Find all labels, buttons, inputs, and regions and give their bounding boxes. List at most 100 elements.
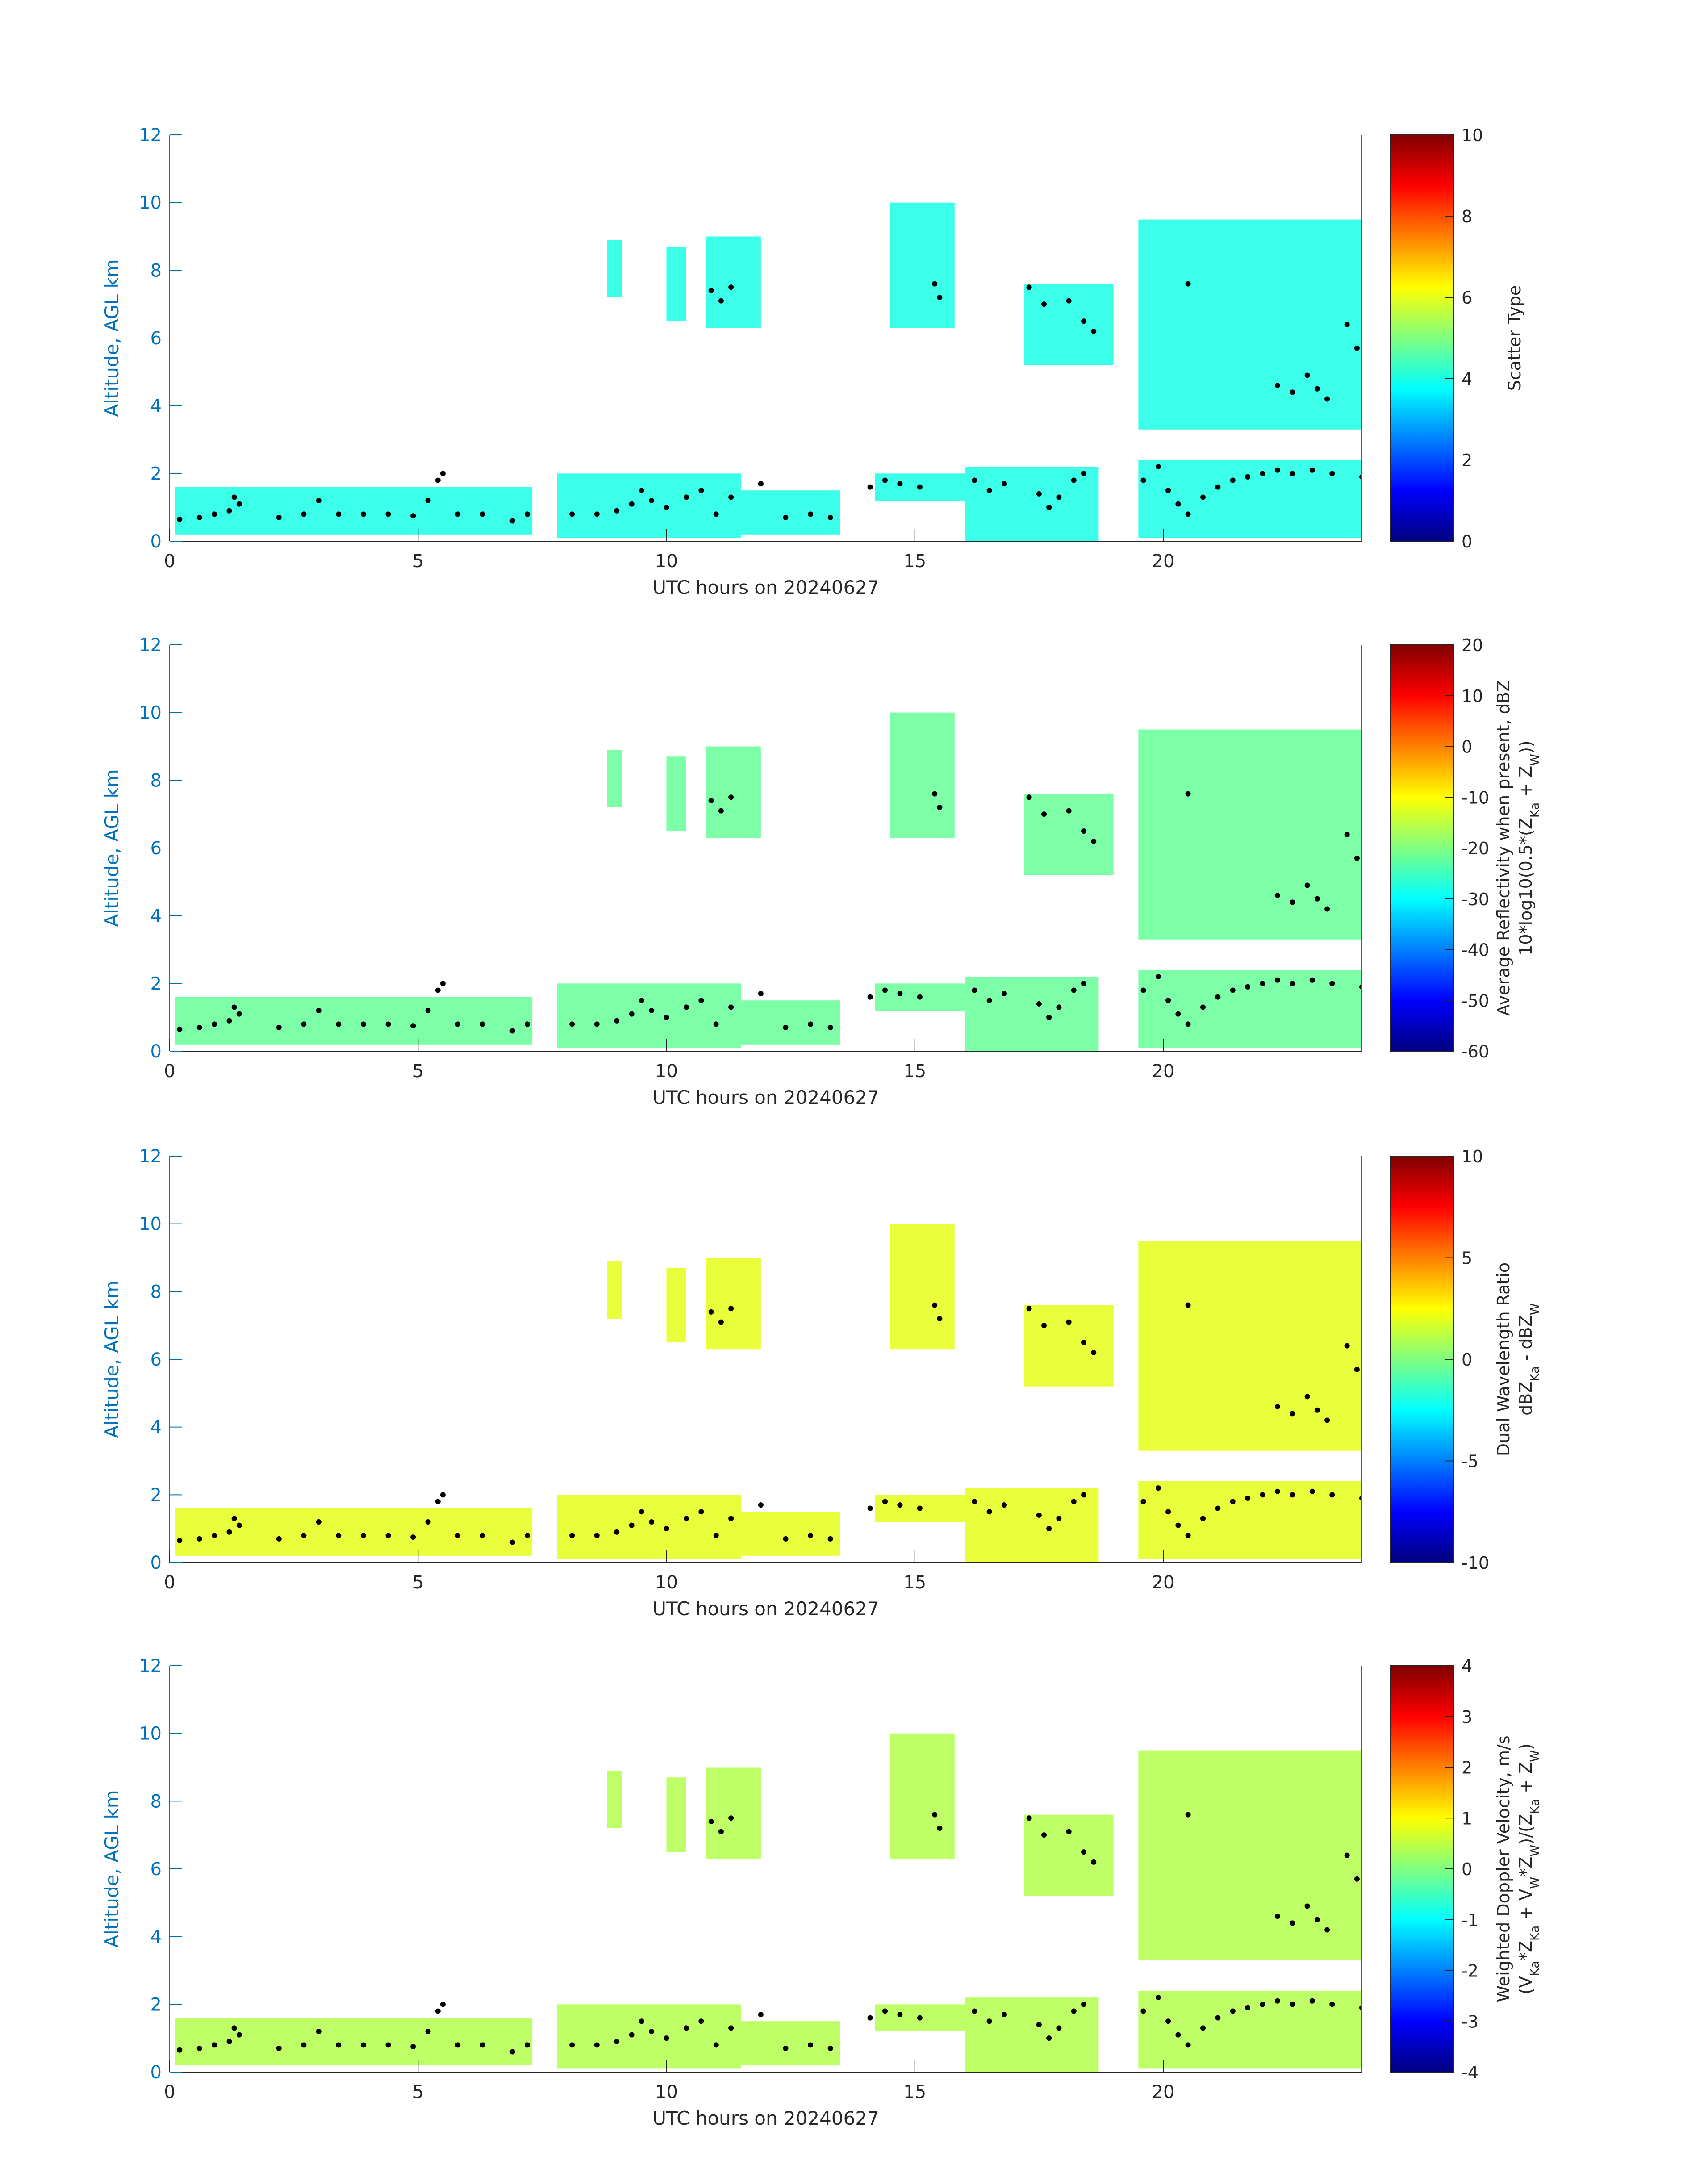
cloud-base-point (410, 1023, 416, 1029)
cloud-base-point (664, 1526, 669, 1532)
cloud-base-point (1036, 2022, 1042, 2027)
cloud-base-point (480, 2042, 485, 2048)
y-tick-label: 0 (150, 1041, 162, 1062)
cloud-echo (890, 1224, 955, 1350)
cloud-echo (1138, 1750, 1362, 1960)
cloud-base-point (986, 2018, 992, 2024)
cloud-base-point (594, 1533, 600, 1538)
cloud-base-point (509, 1539, 515, 1545)
cloud-base-point (917, 2015, 923, 2021)
cloud-base-point (1026, 284, 1032, 290)
cloud-base-point (509, 518, 515, 524)
cloud-base-point (932, 1302, 938, 1308)
cloud-base-point (1002, 1502, 1007, 1508)
x-tick-label: 5 (413, 1061, 424, 1082)
cloud-base-point (728, 284, 734, 290)
colorbar-tick-label: -5 (1462, 1452, 1478, 1471)
cloud-echo (666, 756, 686, 832)
cloud-base-point (713, 1533, 719, 1538)
cloud-base-point (1066, 1829, 1072, 1834)
y-tick-label: 10 (139, 1214, 162, 1235)
colorbar-tick-label: -40 (1462, 940, 1489, 960)
colorbar (1390, 1156, 1454, 1563)
y-tick-label: 12 (139, 635, 162, 656)
cloud-base-point (1245, 984, 1251, 990)
colorbar-tick-label: 3 (1462, 1707, 1472, 1727)
cloud-echo (741, 1000, 840, 1045)
cloud-base-point (1200, 1004, 1206, 1010)
cloud-base-point (718, 1319, 724, 1325)
cloud-base-point (1324, 1927, 1330, 1933)
x-tick-label: 15 (903, 551, 926, 572)
cloud-base-point (698, 998, 704, 1003)
cloud-base-point (1046, 1526, 1052, 1532)
cloud-base-point (972, 1499, 977, 1504)
colorbar (1390, 1665, 1454, 2073)
cloud-base-point (1165, 2018, 1171, 2024)
cloud-base-point (360, 1021, 366, 1027)
cloud-base-point (758, 481, 764, 487)
cloud-base-point (1245, 474, 1251, 480)
cloud-base-point (1260, 2002, 1265, 2007)
cloud-base-point (1215, 2015, 1221, 2021)
cloud-base-point (425, 1008, 431, 1013)
cloud-base-point (1081, 828, 1086, 834)
cloud-base-point (425, 498, 431, 503)
cloud-base-point (212, 2042, 217, 2048)
cloud-echo (666, 1777, 686, 1852)
cloud-base-point (1290, 389, 1295, 395)
cloud-base-point (1165, 998, 1171, 1003)
cloud-base-point (1056, 1516, 1062, 1521)
x-tick-label: 0 (164, 551, 175, 572)
cloud-base-point (684, 494, 689, 500)
cloud-base-point (236, 1011, 242, 1017)
cloud-base-point (808, 2042, 814, 2048)
y-tick-label: 10 (139, 1724, 162, 1744)
cloud-base-point (1274, 1914, 1280, 1919)
cloud-echo (965, 467, 1099, 541)
colorbar-label: Average Reflectivity when present, dBZ (1494, 680, 1513, 1016)
cloud-base-point (1081, 2002, 1086, 2007)
cloud-echo (706, 746, 761, 838)
cloud-echo (557, 983, 741, 1048)
cloud-echo (666, 247, 686, 322)
cloud-base-point (684, 2025, 689, 2031)
cloud-base-point (1329, 1492, 1335, 1498)
colorbar-tick-label: -4 (1462, 2063, 1478, 2082)
cloud-base-point (1071, 2008, 1077, 2014)
cloud-base-point (1314, 1917, 1320, 1922)
cloud-echo (965, 1488, 1099, 1563)
cloud-base-point (1215, 994, 1221, 1000)
cloud-echo (965, 977, 1099, 1051)
cloud-base-point (684, 1516, 689, 1521)
cloud-base-point (728, 494, 734, 500)
y-axis-label: Altitude, AGL km (101, 769, 123, 927)
cloud-base-point (758, 991, 764, 997)
cloud-base-point (1215, 1505, 1221, 1511)
y-axis-label: Altitude, AGL km (101, 1280, 123, 1438)
cloud-base-point (1359, 1495, 1362, 1501)
x-axis-label: UTC hours on 20240627 (652, 577, 879, 598)
cloud-base-point (1071, 1499, 1077, 1504)
cloud-base-point (1314, 386, 1320, 392)
cloud-base-point (1066, 808, 1072, 814)
cloud-base-point (708, 1309, 714, 1315)
cloud-base-point (1185, 1021, 1191, 1027)
cloud-echo (741, 1512, 840, 1556)
cloud-layer (175, 1733, 1362, 2072)
cloud-base-point (639, 1509, 644, 1515)
cloud-echo (890, 202, 955, 328)
cloud-base-point (569, 1021, 575, 1027)
cloud-base-point (1046, 1015, 1052, 1020)
x-tick-label: 5 (413, 551, 424, 572)
cloud-base-point (1200, 494, 1206, 500)
x-tick-label: 15 (903, 1061, 926, 1082)
cloud-base-point (301, 1021, 307, 1027)
cloud-base-point (882, 987, 888, 993)
y-tick-label: 0 (150, 2062, 162, 2083)
cloud-base-point (708, 798, 714, 803)
cloud-base-point (728, 1306, 734, 1312)
y-tick-label: 6 (150, 328, 162, 349)
cloud-base-point (1185, 1812, 1191, 1818)
